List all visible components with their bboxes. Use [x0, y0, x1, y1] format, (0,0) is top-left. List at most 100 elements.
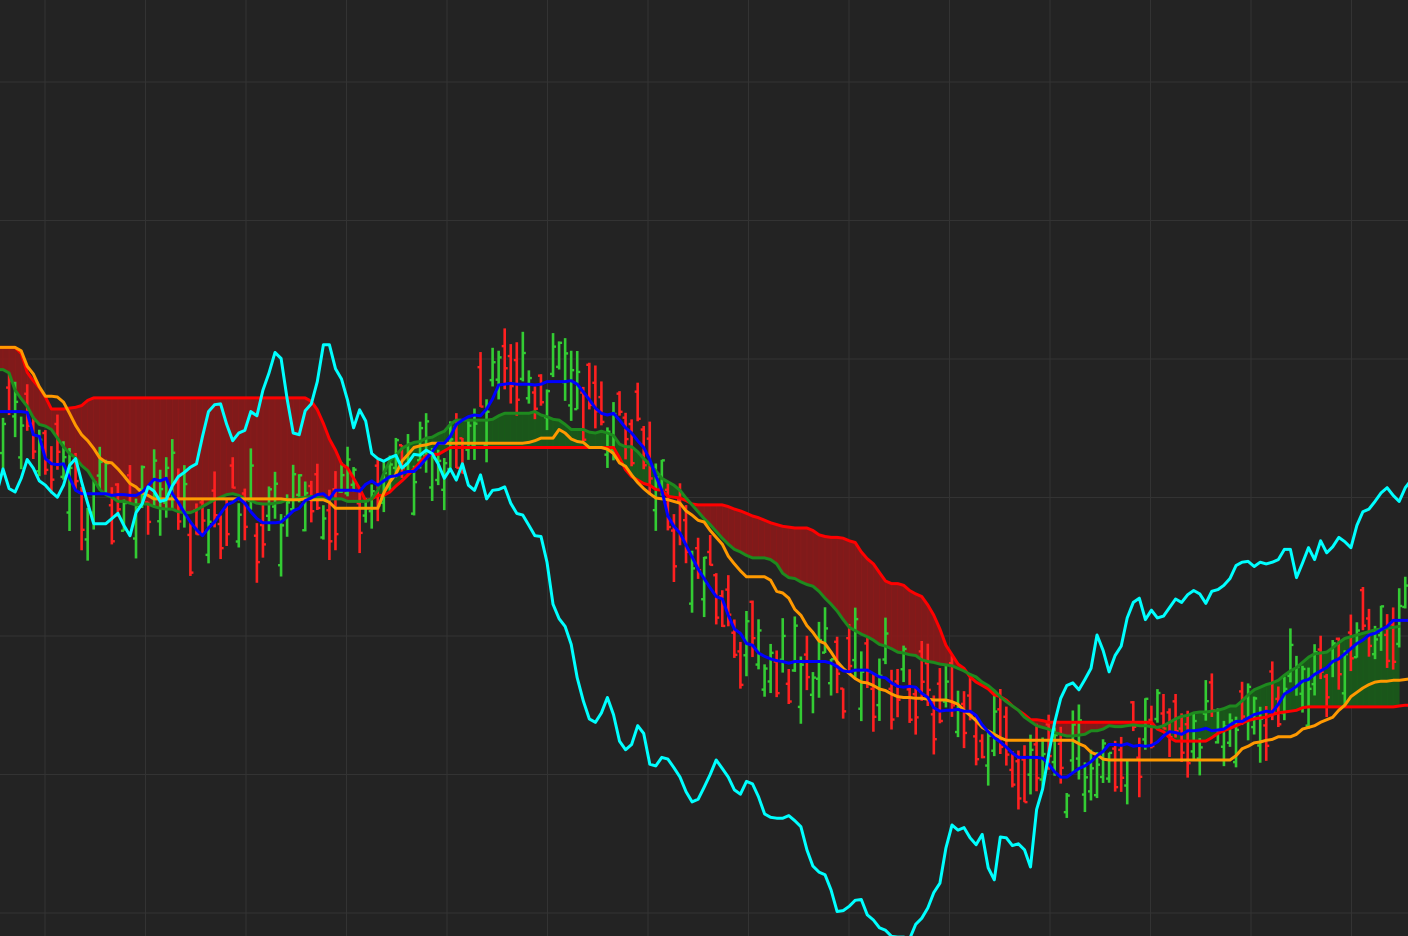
- price-bar-228: [1372, 625, 1379, 660]
- cloud-segment-98: [589, 431, 596, 448]
- cloud-segment-15: [87, 397, 95, 482]
- price-bar-54: [320, 505, 327, 540]
- cloud-segment-130: [782, 525, 790, 579]
- price-bar-4: [18, 416, 25, 470]
- price-bar-144: [864, 638, 871, 689]
- price-bar-190: [1142, 697, 1149, 750]
- price-bar-15: [84, 507, 91, 561]
- price-bar-180: [1081, 762, 1088, 813]
- price-bar-128: [767, 643, 774, 694]
- price-bar-149: [894, 668, 901, 718]
- price-bar-88: [525, 370, 532, 404]
- price-bar-87: [519, 331, 526, 382]
- price-bar-183: [1100, 739, 1107, 783]
- price-bar-143: [858, 651, 865, 722]
- price-bar-189: [1136, 737, 1143, 798]
- price-bar-147: [882, 617, 889, 665]
- price-bar-99: [592, 365, 599, 429]
- price-bar-138: [828, 657, 835, 696]
- price-bar-175: [1051, 727, 1058, 776]
- price-bar-117: [701, 556, 708, 618]
- price-bar-140: [840, 687, 847, 719]
- price-bar-52: [308, 480, 315, 523]
- price-bar-123: [737, 641, 744, 689]
- price-bar-129: [773, 650, 780, 698]
- price-bar-168: [1009, 751, 1016, 788]
- price-bar-96: [574, 350, 581, 411]
- price-bar-118: [707, 535, 714, 567]
- cloud-segment-139: [836, 537, 844, 621]
- price-bar-199: [1196, 738, 1203, 776]
- price-bar-119: [713, 573, 720, 625]
- price-bar-226: [1359, 587, 1366, 631]
- price-bar-196: [1178, 713, 1185, 763]
- price-bar-154: [924, 643, 931, 706]
- price-bar-216: [1299, 665, 1306, 713]
- price-bar-192: [1154, 689, 1161, 723]
- price-bar-85: [507, 344, 514, 404]
- price-bar-133: [797, 656, 804, 724]
- cloud-segment-127: [764, 519, 771, 561]
- indicator-lines: [0, 343, 1408, 936]
- price-bar-136: [815, 621, 822, 698]
- kijun-line: [0, 345, 1408, 762]
- price-bar-12: [66, 448, 73, 531]
- price-bar-47: [278, 514, 285, 577]
- price-bar-51: [302, 481, 309, 532]
- price-bar-46: [272, 471, 279, 519]
- cloud-segment-135: [812, 529, 820, 592]
- price-bar-182: [1094, 751, 1101, 799]
- price-bar-176: [1057, 726, 1064, 784]
- price-bar-94: [562, 338, 569, 401]
- price-bar-43: [253, 523, 260, 583]
- price-bar-106: [634, 382, 641, 422]
- price-bar-204: [1226, 713, 1233, 747]
- price-bar-35: [205, 508, 212, 564]
- price-bar-37: [217, 515, 224, 560]
- price-bar-170: [1021, 745, 1028, 804]
- price-bar-152: [912, 688, 919, 735]
- chikou-line: [0, 343, 1408, 936]
- price-bar-233: [1402, 576, 1408, 609]
- cloud-segment-124: [746, 512, 753, 559]
- price-bar-131: [785, 669, 792, 705]
- price-bar-9: [48, 446, 55, 494]
- price-bar-74: [441, 458, 448, 511]
- cloud-segment-149: [897, 583, 904, 654]
- price-bar-80: [477, 352, 484, 408]
- cloud-segment-148: [891, 583, 898, 653]
- price-bar-177: [1063, 793, 1070, 818]
- price-bar-225: [1353, 622, 1360, 659]
- price-bar-10: [54, 414, 61, 470]
- cloud-segment-40: [238, 397, 246, 500]
- kumo-cloud: [0, 346, 1400, 742]
- cloud-segment-144: [867, 558, 874, 641]
- price-bar-95: [568, 350, 575, 421]
- price-bar-159: [954, 690, 961, 738]
- price-bar-184: [1106, 751, 1113, 783]
- price-bar-126: [755, 619, 762, 670]
- price-bar-222: [1335, 637, 1342, 690]
- price-bar-197: [1184, 710, 1191, 778]
- price-bar-130: [779, 618, 786, 673]
- price-bar-89: [531, 386, 538, 420]
- price-bar-100: [598, 381, 605, 426]
- price-bar-198: [1190, 711, 1197, 759]
- price-bar-8: [42, 430, 49, 475]
- price-bar-169: [1015, 750, 1022, 810]
- cloud-segment-0: [0, 347, 4, 370]
- price-bar-17: [96, 446, 103, 491]
- price-bar-135: [809, 672, 816, 714]
- price-bar-93: [556, 341, 563, 370]
- price-bar-32: [187, 520, 194, 576]
- price-bar-49: [290, 464, 297, 512]
- price-bar-162: [973, 715, 980, 766]
- cloud-segment-134: [806, 527, 814, 587]
- price-bar-181: [1087, 749, 1094, 801]
- price-bar-58: [344, 446, 351, 497]
- price-bar-62: [368, 484, 375, 529]
- price-bar-44: [259, 505, 266, 558]
- price-bar-163: [979, 734, 986, 759]
- senkou_a-line: [0, 368, 1401, 738]
- price-bar-78: [465, 420, 472, 460]
